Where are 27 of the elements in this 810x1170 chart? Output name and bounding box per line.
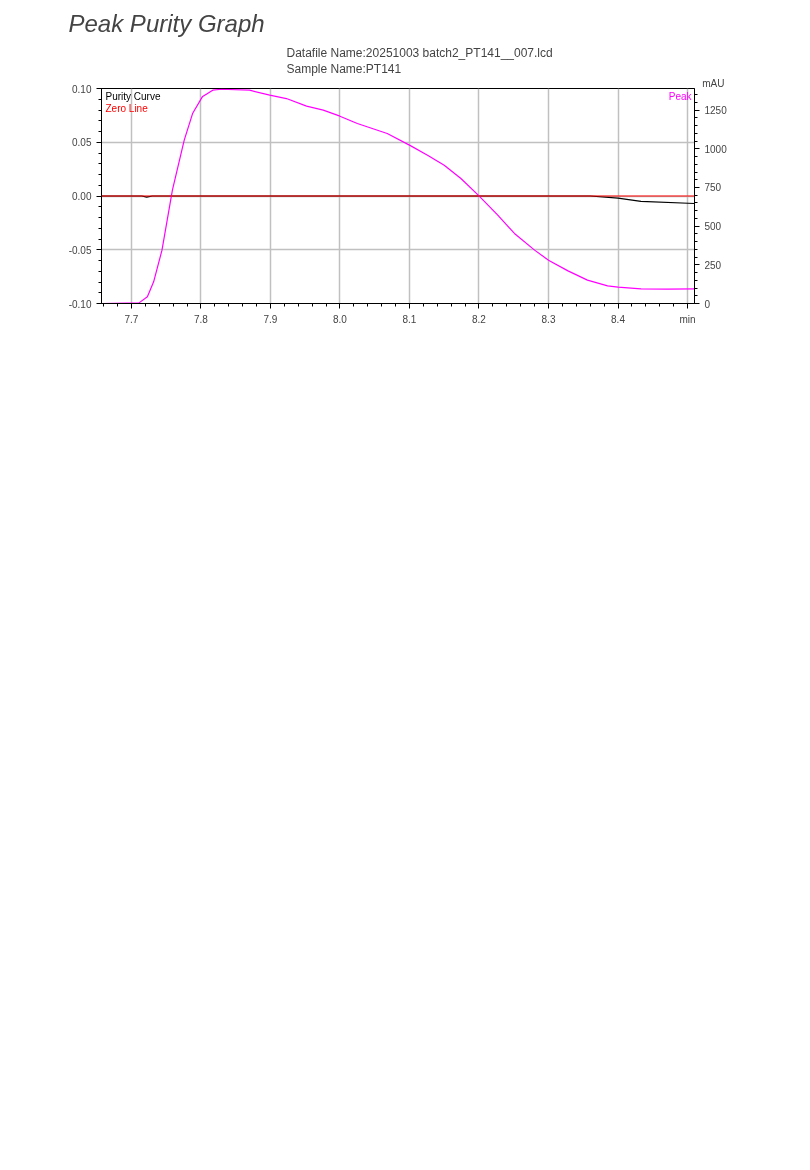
- y-tick-label: 0.00: [72, 191, 92, 202]
- x-tick-label: 8.4: [611, 313, 626, 325]
- y2-axis-title: mAU: [702, 77, 725, 89]
- x-tick-label: min: [679, 313, 696, 325]
- chart-title: Peak Purity Graph: [68, 9, 265, 37]
- y2-tick-label: 1250: [704, 105, 728, 117]
- x-tick-label: 8.3: [541, 313, 556, 325]
- ref-line-label: Zero Line: [105, 102, 149, 114]
- y-tick-label: -0.10: [68, 298, 92, 310]
- y-tick-label: -0.05: [68, 244, 92, 256]
- x-tick-label: 7.9: [263, 313, 278, 325]
- x-tick-label: 8.2: [472, 313, 487, 325]
- text: Peak: [668, 90, 693, 102]
- y2-tick-label: 0: [704, 298, 711, 310]
- text: Datafile Name:20251003 batch2_PT141__007.lcd: [286, 45, 553, 60]
- y-tick-label: 0.10: [72, 83, 92, 95]
- text: Sample Name:PT141: [286, 61, 402, 76]
- y2-tick-label: 250: [704, 259, 722, 271]
- x-tick-label: 7.8: [193, 313, 209, 325]
- y2-tick-label: 500: [704, 221, 722, 233]
- x-tick-label: 8.0: [333, 313, 348, 325]
- x-tick-label: 8.1: [402, 313, 417, 325]
- y-tick-label: 0.05: [72, 137, 92, 149]
- y2-tick-label: 1000: [704, 143, 728, 155]
- text: Purity Curve: [105, 90, 161, 102]
- y2-tick-label: 750: [704, 182, 722, 194]
- x-tick-label: 7.7: [124, 313, 139, 325]
